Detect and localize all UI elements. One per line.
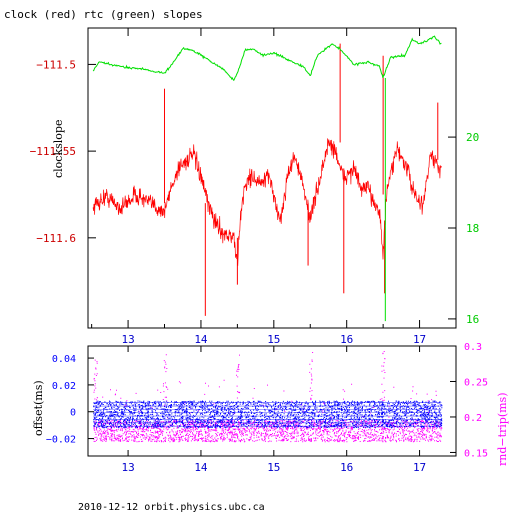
roundtrip-outliers [162, 354, 168, 402]
roundtrip-outliers [381, 351, 386, 401]
top-y2-tick-label: 18 [466, 222, 479, 235]
roundtrip-y-tick-label: 0.2 [464, 413, 482, 424]
bottom-x-tick-label: 13 [121, 461, 134, 474]
roundtrip-axis-label: rnd−trip(ms) [496, 393, 509, 467]
bottom-plot-frame [87, 345, 457, 457]
offset-y-tick-label: 0.02 [52, 381, 76, 392]
offset-y-tick-label: 0 [70, 408, 76, 419]
clock-trace [92, 138, 442, 267]
bottom-axes: 13 14 15 16 17 0.04 0.02 0 −0.02 0.15 0.2 0.25 0.3 [46, 342, 488, 474]
bottom-x-tick-label: 15 [267, 461, 280, 474]
top-y-axis-label: clockslope [52, 120, 65, 178]
top-x-tick-label: 14 [194, 333, 208, 346]
top-panel: 13 14 15 16 17 −111.5 −111.55 −111.6 16 18 20 cloc… [30, 27, 479, 346]
top-x-tick-label: 17 [413, 333, 426, 346]
offset-axis-label: offset(ms) [32, 380, 45, 436]
offset-y-tick-label: −0.02 [46, 435, 76, 446]
top-x-tick-label: 16 [340, 333, 353, 346]
top-x-tick-label: 13 [121, 333, 134, 346]
top-y-tick-label: −111.6 [36, 232, 76, 245]
rtc-trace [92, 35, 442, 82]
top-plot-frame [87, 27, 457, 329]
roundtrip-y-tick-label: 0.3 [464, 342, 482, 353]
roundtrip-series-layer [93, 351, 443, 443]
bottom-x-tick-label: 17 [413, 461, 426, 474]
top-y-tick-label: −111.55 [30, 145, 76, 158]
rtc-series-layer [92, 35, 442, 322]
roundtrip-outliers [236, 354, 241, 399]
top-x-tick-label: 15 [267, 333, 280, 346]
bottom-x-tick-label: 16 [340, 461, 353, 474]
top-y-tick-label: −111.5 [36, 58, 76, 71]
footer-text: 2010-12-12 orbit.physics.ubc.ca [78, 502, 265, 512]
offset-y-tick-label: 0.04 [52, 354, 76, 365]
top-y2-tick-label: 16 [466, 313, 479, 326]
roundtrip-outliers [309, 352, 314, 401]
bottom-panel: 13 14 15 16 17 0.04 0.02 0 −0.02 0.15 0.2 0.25 0.3 o… [32, 342, 509, 474]
roundtrip-outliers [93, 359, 98, 400]
offset-series-layer [93, 400, 443, 429]
top-y2-tick-label: 20 [466, 131, 479, 144]
clock-series-layer [92, 43, 442, 316]
roundtrip-y-tick-label: 0.15 [464, 448, 488, 459]
top-axes: 13 14 15 16 17 −111.5 −111.55 −111.6 16 18 20 [30, 28, 479, 346]
roundtrip-y-tick-label: 0.25 [464, 377, 488, 388]
bottom-x-tick-label: 14 [194, 461, 208, 474]
offset-points [93, 400, 443, 429]
chart-title: clock (red) rtc (green) slopes [4, 8, 203, 21]
